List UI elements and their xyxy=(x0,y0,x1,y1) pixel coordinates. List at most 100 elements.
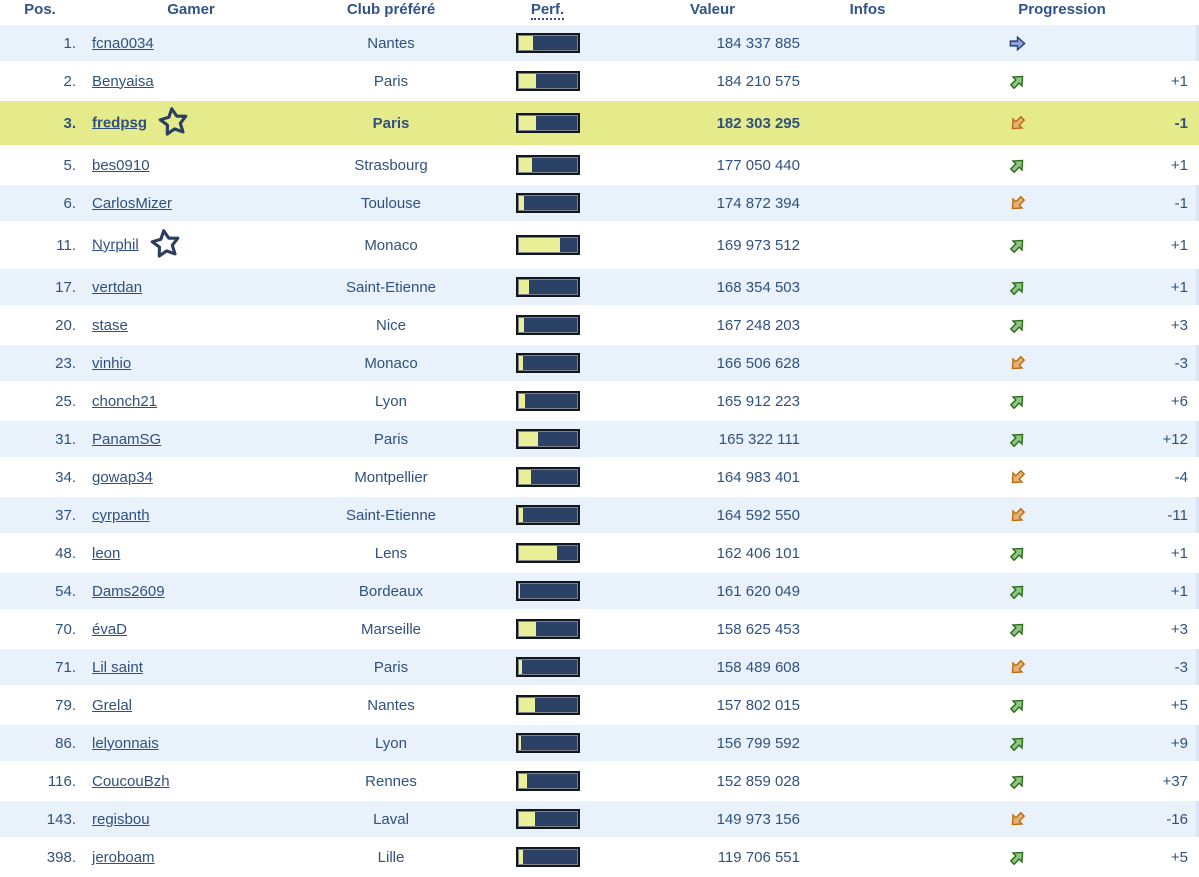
gamer-link[interactable]: cyrpanth xyxy=(92,506,150,524)
perf-bar-fill xyxy=(518,280,529,294)
gamer-link[interactable]: leon xyxy=(92,544,121,562)
progression-label: -3 xyxy=(1174,354,1188,372)
club-cell: Saint-Etienne xyxy=(302,497,480,533)
perf-bar-fill xyxy=(518,356,523,370)
progression-label: +6 xyxy=(1170,392,1188,410)
gamer-cell: vinhio xyxy=(80,345,302,381)
gamer-cell: lelyonnais xyxy=(80,725,302,761)
gamer-link[interactable]: Grelal xyxy=(92,696,133,714)
perf-bar-fill xyxy=(518,698,535,712)
perf-cell xyxy=(480,101,615,145)
gamer-link[interactable]: regisbou xyxy=(92,810,150,828)
table-row: 143. regisbou Laval 149 973 156 -16 xyxy=(0,801,1199,837)
arrow-down-left-icon xyxy=(1008,194,1027,211)
gamer-link[interactable]: bes0910 xyxy=(92,156,150,174)
trend-cell xyxy=(925,649,1110,685)
progression-cell: -4 xyxy=(1110,459,1199,495)
club-label: Saint-Etienne xyxy=(345,278,437,296)
value-label: 119 706 551 xyxy=(717,848,800,866)
gamer-link[interactable]: stase xyxy=(92,316,128,334)
arrow-up-right-icon xyxy=(1008,772,1027,789)
gamer-link[interactable]: Benyaisa xyxy=(92,72,154,90)
value-cell: 158 625 453 xyxy=(615,611,810,647)
club-cell: Lyon xyxy=(302,725,480,761)
gamer-link[interactable]: fcna0034 xyxy=(92,34,154,52)
club-label: Laval xyxy=(373,810,409,828)
gamer-link[interactable]: Lil saint xyxy=(92,658,143,676)
perf-bar-fill xyxy=(518,74,536,88)
table-row: 1. fcna0034 Nantes 184 337 885 xyxy=(0,25,1199,61)
perf-bar-fill xyxy=(518,584,520,598)
perf-bar xyxy=(515,657,580,677)
infos-cell xyxy=(810,269,925,305)
gamer-link[interactable]: Nyrphil xyxy=(92,235,139,253)
gamer-link[interactable]: vinhio xyxy=(92,354,132,372)
progression-cell: -11 xyxy=(1110,497,1199,533)
club-label: Lyon xyxy=(375,734,407,752)
perf-bar xyxy=(515,33,580,53)
trend-cell xyxy=(925,839,1110,875)
progression-cell: +1 xyxy=(1110,63,1199,99)
gamer-link[interactable]: vertdan xyxy=(92,278,143,296)
gamer-link[interactable]: évaD xyxy=(92,620,128,638)
gamer-link[interactable]: PanamSG xyxy=(92,430,162,448)
club-label: Toulouse xyxy=(360,194,422,212)
club-label: Lille xyxy=(377,848,405,866)
trend-cell xyxy=(925,573,1110,609)
perf-bar-fill xyxy=(518,850,523,864)
gamer-cell: bes0910 xyxy=(80,147,302,183)
gamer-link[interactable]: CarlosMizer xyxy=(92,194,173,212)
club-cell: Lyon xyxy=(302,383,480,419)
arrow-down-left-icon xyxy=(1008,506,1027,523)
arrow-up-right-icon xyxy=(1008,430,1027,447)
club-label: Rennes xyxy=(365,772,417,790)
gamer-cell: jeroboam xyxy=(80,839,302,875)
position-label: 48. xyxy=(55,544,76,562)
infos-cell xyxy=(810,25,925,61)
value-label: 167 248 203 xyxy=(716,316,800,334)
position-cell: 116. xyxy=(0,763,80,799)
progression-label: -11 xyxy=(1167,506,1188,524)
gamer-link[interactable]: jeroboam xyxy=(92,848,155,866)
position-label: 79. xyxy=(55,696,76,714)
position-cell: 54. xyxy=(0,573,80,609)
perf-bar xyxy=(515,155,580,175)
gamer-link[interactable]: chonch21 xyxy=(92,392,158,410)
infos-cell xyxy=(810,421,925,457)
perf-cell xyxy=(480,725,615,761)
gamer-link[interactable]: CoucouBzh xyxy=(92,772,170,790)
gamer-link[interactable]: fredpsg xyxy=(92,113,148,131)
header-perf[interactable]: Perf. xyxy=(480,0,615,23)
position-cell: 34. xyxy=(0,459,80,495)
value-cell: 168 354 503 xyxy=(615,269,810,305)
perf-bar xyxy=(515,619,580,639)
arrow-up-right-icon xyxy=(1008,278,1027,295)
value-label: 165 322 111 xyxy=(718,430,800,448)
gamer-link[interactable]: lelyonnais xyxy=(92,734,159,752)
position-label: 116. xyxy=(47,772,76,790)
progression-cell: +1 xyxy=(1110,269,1199,305)
perf-cell xyxy=(480,269,615,305)
progression-cell: +37 xyxy=(1110,763,1199,799)
perf-cell xyxy=(480,763,615,799)
favorite-star-icon[interactable] xyxy=(148,225,183,260)
progression-label: +12 xyxy=(1162,430,1188,448)
perf-cell xyxy=(480,573,615,609)
favorite-star-icon[interactable] xyxy=(156,103,191,138)
club-cell: Toulouse xyxy=(302,185,480,221)
trend-cell xyxy=(925,269,1110,305)
value-label: 166 506 628 xyxy=(716,354,800,372)
infos-cell xyxy=(810,801,925,837)
perf-bar xyxy=(515,809,580,829)
club-cell: Paris xyxy=(302,63,480,99)
gamer-link[interactable]: gowap34 xyxy=(92,468,153,486)
perf-cell xyxy=(480,839,615,875)
infos-cell xyxy=(810,63,925,99)
trend-cell xyxy=(925,687,1110,723)
perf-bar-fill xyxy=(518,508,524,522)
progression-cell: +5 xyxy=(1110,687,1199,723)
gamer-cell: stase xyxy=(80,307,302,343)
progression-label: +37 xyxy=(1162,772,1188,790)
gamer-link[interactable]: Dams2609 xyxy=(92,582,165,600)
infos-cell xyxy=(810,223,925,267)
